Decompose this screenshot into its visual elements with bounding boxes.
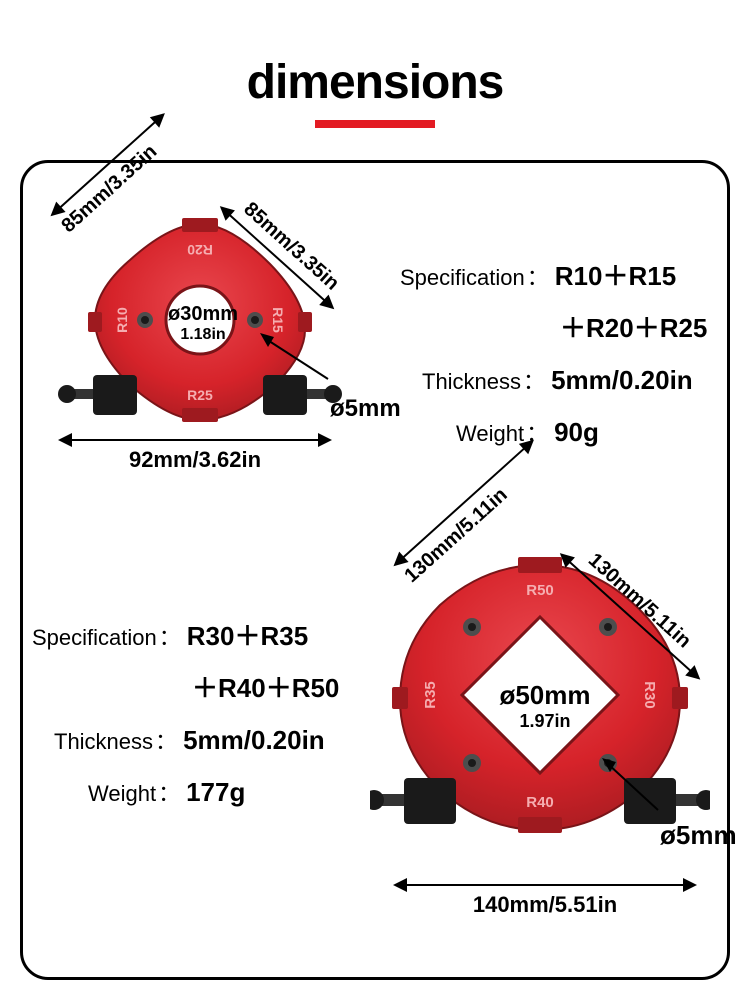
specs-large: Specification： R30＋R35 ＋R40＋R50 Thicknes… bbox=[32, 610, 339, 818]
dim-small-width: 92mm/3.62in bbox=[60, 435, 330, 473]
svg-text:R30: R30 bbox=[641, 681, 658, 709]
dim-large-center-hole: ø50mm 1.97in bbox=[490, 680, 600, 732]
svg-text:R25: R25 bbox=[187, 387, 213, 403]
spec-row-specification-2: ＋R40＋R50 bbox=[32, 662, 339, 714]
spec-row-thickness: Thickness： 5mm/0.20in bbox=[32, 714, 339, 766]
title-underline bbox=[315, 120, 435, 128]
spec-row-thickness: Thickness： 5mm/0.20in bbox=[400, 354, 707, 406]
dim-small-screw-hole: ø5mm bbox=[330, 395, 401, 423]
svg-text:R35: R35 bbox=[422, 681, 439, 709]
spec-row-weight: Weight： 177g bbox=[32, 766, 339, 818]
dim-small-center-hole: ø30mm 1.18in bbox=[168, 300, 238, 344]
page-title: dimensions bbox=[0, 55, 750, 110]
svg-text:R20: R20 bbox=[187, 242, 213, 258]
svg-text:R10: R10 bbox=[114, 307, 130, 333]
specs-small: Specification： R10＋R15 ＋R20＋R25 Thicknes… bbox=[400, 250, 707, 458]
dim-large-width: 140mm/5.51in bbox=[395, 880, 695, 918]
svg-text:R50: R50 bbox=[526, 582, 554, 599]
svg-text:R15: R15 bbox=[270, 307, 286, 333]
spec-row-specification: Specification： R30＋R35 bbox=[32, 610, 339, 662]
spec-row-weight: Weight： 90g bbox=[400, 406, 707, 458]
spec-row-specification-2: ＋R20＋R25 bbox=[400, 302, 707, 354]
svg-text:R40: R40 bbox=[526, 794, 554, 811]
spec-row-specification: Specification： R10＋R15 bbox=[400, 250, 707, 302]
dim-large-screw-hole: ø5mm bbox=[660, 820, 737, 851]
header: dimensions bbox=[0, 55, 750, 128]
